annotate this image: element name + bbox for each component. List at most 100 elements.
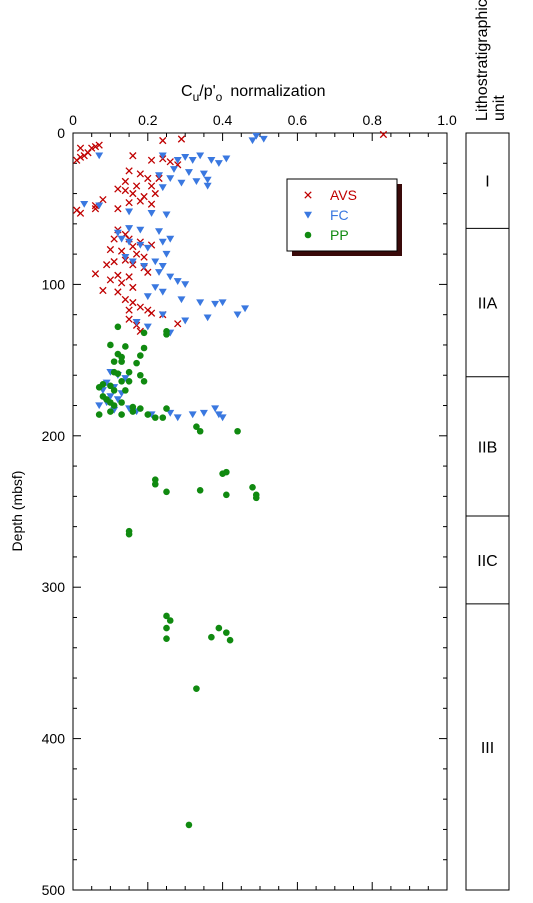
avs-point [76,153,85,161]
avs-point [147,182,156,190]
series-pp [95,323,260,829]
avs-point-stroke [125,167,133,175]
avs-point-stroke [95,141,103,149]
pp-point [223,491,230,499]
avs-point [147,156,156,164]
title-sub-u: u [193,90,200,104]
fc-point [192,178,201,186]
avs-point [147,309,156,317]
legend-label-fc: FC [330,207,349,223]
pp-point [223,629,230,636]
fc-point [173,278,182,285]
fc-point [162,211,171,219]
fc-point [158,152,167,160]
avs-point [99,286,107,295]
avs-point-stroke [136,303,144,311]
avs-point-stroke [117,279,126,287]
avs-point-stroke [144,306,152,314]
fc-point [110,406,119,414]
avs-point [76,144,85,152]
avs-point [166,158,174,166]
pp-point [196,487,204,494]
pp-point [122,343,129,350]
units-header-line1: Lithostratigraphic [474,0,491,121]
avs-point [132,250,141,258]
fc-point [188,157,197,164]
avs-point-stroke [174,320,182,328]
fc-point [173,157,182,164]
avs-point-stroke [106,276,115,284]
fc-point [158,184,167,192]
fc-point [166,409,175,417]
pp-point [226,636,234,644]
pp-point [140,329,148,337]
title-mid: /p' [199,83,215,100]
fc-point [196,152,205,160]
pp-point [110,358,118,365]
avs-point [129,152,137,160]
avs-point [136,197,144,205]
fc-point [162,250,171,258]
y-tick-label: 400 [42,731,66,747]
avs-point [125,198,133,207]
fc-point [166,235,175,243]
fc-point [214,160,223,167]
fc-point [95,402,104,410]
avs-point [125,306,133,314]
fc-point [80,200,89,208]
pp-point [118,353,125,361]
avs-point-stroke [140,253,148,261]
pp-point [144,411,152,418]
avs-point-stroke [147,156,156,164]
avs-point-stroke [125,315,133,323]
avs-point [129,283,137,292]
avs-point [129,189,137,198]
pp-point [107,341,114,349]
legend-box [286,178,398,252]
avs-point-stroke [147,182,156,190]
title-sub-o: o [216,90,223,104]
pp-point [118,358,125,365]
avs-point [121,186,130,195]
avs-point-stroke [103,261,111,269]
avs-point-stroke [129,152,137,160]
fc-point [136,241,145,249]
pp-point [234,427,241,435]
unit-label: IIB [478,439,498,456]
fc-point [259,135,268,143]
fc-point [143,323,152,331]
pp-point [118,377,125,385]
avs-point-stroke [114,185,122,193]
avs-point [125,167,133,175]
fc-point [181,281,190,288]
avs-point [117,247,126,255]
fc-point [151,258,160,266]
y-tick-label: 300 [42,579,66,595]
x-axis-ticks: 0 0.2 0.4 0.6 0.8 1.0 [69,112,457,890]
fc-point [151,284,160,292]
avs-point-stroke [110,258,118,266]
fc-point [248,137,257,145]
avs-point [159,136,167,145]
avs-point-stroke [106,245,115,254]
pp-point [95,384,103,391]
fc-point [125,225,134,232]
avs-point [91,270,100,278]
avs-point-stroke [76,153,85,161]
unit-label: IIA [478,296,498,313]
fc-point [95,202,104,210]
y-axis-ticks: 0 100 200 300 400 500 [42,125,447,898]
avs-point [80,152,88,160]
pp-point [118,399,125,406]
avs-point-stroke [99,286,107,295]
avs-point-stroke [91,270,100,278]
fc-point [158,263,167,270]
pp-point [137,352,144,359]
avs-point-stroke [125,273,133,281]
avs-point-stroke [117,247,126,255]
x-tick-label: 0.2 [138,112,158,128]
pp-point [215,624,223,632]
avs-point-stroke [88,144,96,152]
avs-point-stroke [136,327,144,335]
